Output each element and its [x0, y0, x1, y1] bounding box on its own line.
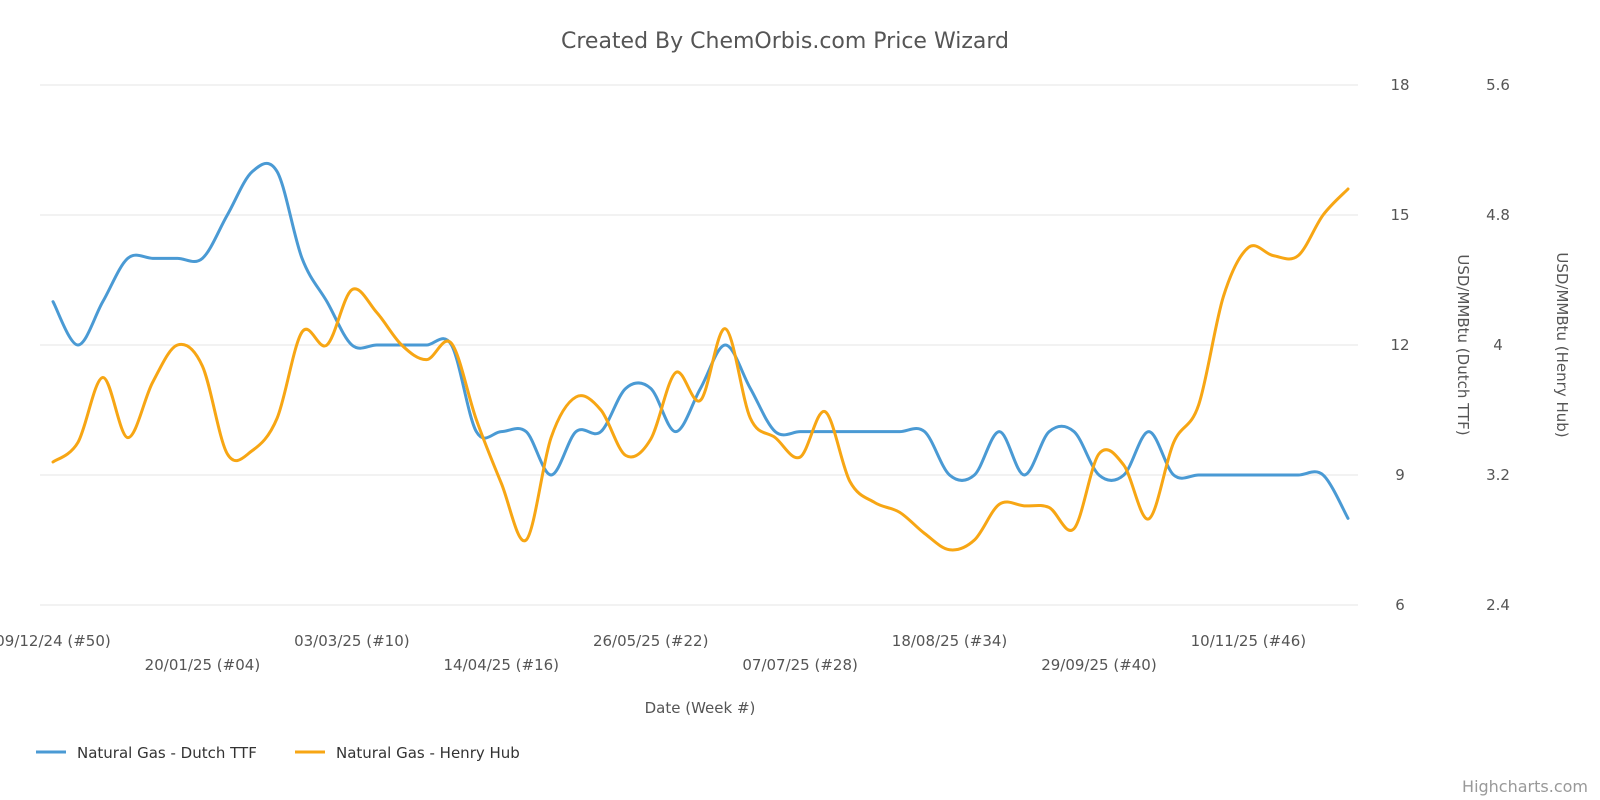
right-tick-label: 2.4 [1486, 596, 1510, 614]
x-tick-label: 29/09/25 (#40) [1041, 656, 1157, 674]
series-line-dutch-ttf[interactable] [51, 161, 1350, 520]
credits-link[interactable]: Highcharts.com [1462, 777, 1588, 796]
chart-title: Created By ChemOrbis.com Price Wizard [561, 29, 1009, 54]
x-axis-ticks: 09/12/24 (#50) 20/01/25 (#04) 03/03/25 (#1… [0, 632, 1306, 674]
x-tick-label: 10/11/25 (#46) [1191, 632, 1307, 650]
right-tick-label: 3.2 [1486, 466, 1510, 484]
legend: Natural Gas - Dutch TTF Natural Gas - He… [36, 744, 520, 762]
left-axis-ticks: 6 9 12 15 18 [1390, 76, 1409, 614]
right-tick-label: 5.6 [1486, 76, 1510, 94]
x-axis-title: Date (Week #) [645, 699, 756, 717]
right-axis-ticks: 2.4 3.2 4 4.8 5.6 [1486, 76, 1510, 614]
x-tick-label: 26/05/25 (#22) [593, 632, 709, 650]
right-tick-label: 4 [1493, 336, 1503, 354]
x-tick-label: 14/04/25 (#16) [444, 656, 560, 674]
grid [40, 84, 1358, 606]
right-tick-label: 4.8 [1486, 206, 1510, 224]
x-tick-label: 07/07/25 (#28) [742, 656, 858, 674]
x-tick-label: 18/08/25 (#34) [892, 632, 1008, 650]
left-tick-label: 9 [1395, 466, 1405, 484]
left-tick-label: 15 [1390, 206, 1409, 224]
left-tick-label: 18 [1390, 76, 1409, 94]
legend-label-dutch-ttf: Natural Gas - Dutch TTF [77, 744, 257, 762]
x-tick-label: 03/03/25 (#10) [294, 632, 410, 650]
right-axis-title: USD/MMBtu (Henry Hub) [1553, 252, 1571, 437]
left-tick-label: 12 [1390, 336, 1409, 354]
left-tick-label: 6 [1395, 596, 1405, 614]
legend-label-henry-hub: Natural Gas - Henry Hub [336, 744, 520, 762]
series-line-henry-hub[interactable] [51, 187, 1350, 552]
x-tick-label: 20/01/25 (#04) [145, 656, 261, 674]
legend-item-dutch-ttf[interactable]: Natural Gas - Dutch TTF [36, 744, 257, 762]
series [51, 161, 1350, 552]
x-tick-label: 09/12/24 (#50) [0, 632, 111, 650]
legend-item-henry-hub[interactable]: Natural Gas - Henry Hub [295, 744, 520, 762]
left-axis-title: USD/MMBtu (Dutch TTF) [1454, 254, 1472, 435]
